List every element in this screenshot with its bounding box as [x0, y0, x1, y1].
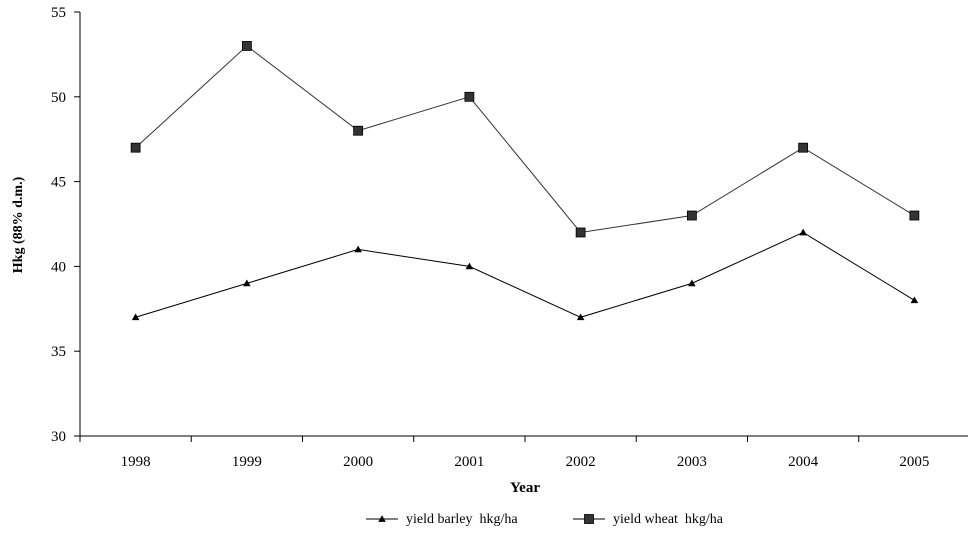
- data-point: [131, 313, 140, 321]
- y-tick-label: 45: [51, 175, 66, 191]
- legend-item: yield wheat hkg/ha: [573, 512, 724, 527]
- data-point: [909, 210, 920, 221]
- data-point: [910, 296, 919, 304]
- legend: yield barley hkg/ha yield wheat hkg/ha: [366, 512, 724, 527]
- x-tick-label: 2002: [566, 454, 596, 470]
- y-tick-label: 35: [51, 344, 66, 360]
- legend-marker: [378, 515, 386, 522]
- x-tick-label: 1999: [232, 454, 262, 470]
- y-tick-label: 30: [51, 429, 66, 445]
- axes: [79, 12, 968, 437]
- y-tick-label: 50: [51, 90, 66, 106]
- data-point: [241, 41, 252, 51]
- data-point: [686, 210, 697, 221]
- data-point: [130, 142, 141, 153]
- x-axis-title: Year: [510, 480, 540, 496]
- x-tick-label: 2004: [788, 454, 819, 470]
- data-point: [799, 228, 807, 236]
- data-point: [575, 227, 586, 238]
- y-axis-title: Hkg (88% d.m.): [11, 176, 26, 273]
- axis-ticks: 30 35 40 45 50 55 1998 1999 2000 2001 2002 2003 2004…: [51, 5, 929, 470]
- data-point: [354, 245, 362, 253]
- series-line: [135, 45, 915, 234]
- legend-item: yield barley hkg/ha: [366, 512, 518, 527]
- x-tick-label: 2003: [677, 454, 707, 470]
- y-tick-label: 40: [51, 259, 66, 275]
- data-point: [798, 142, 809, 153]
- data-point: [576, 313, 585, 321]
- data-point: [688, 279, 696, 287]
- y-tick-label: 55: [51, 5, 66, 21]
- legend-label: yield barley hkg/ha: [406, 512, 518, 527]
- legend-label: yield wheat hkg/ha: [613, 512, 724, 527]
- series-barley: [131, 228, 919, 321]
- series-group: [130, 41, 920, 321]
- x-tick-label: 2005: [899, 454, 929, 470]
- data-point: [465, 262, 474, 270]
- data-point: [464, 91, 475, 102]
- data-point: [353, 125, 364, 136]
- series-wheat: [130, 41, 920, 238]
- x-tick-label: 1998: [121, 454, 151, 470]
- data-point: [243, 279, 251, 287]
- x-tick-label: 2001: [454, 454, 484, 470]
- series-line: [135, 231, 915, 318]
- legend-marker: [584, 514, 594, 524]
- x-tick-label: 2000: [343, 454, 373, 470]
